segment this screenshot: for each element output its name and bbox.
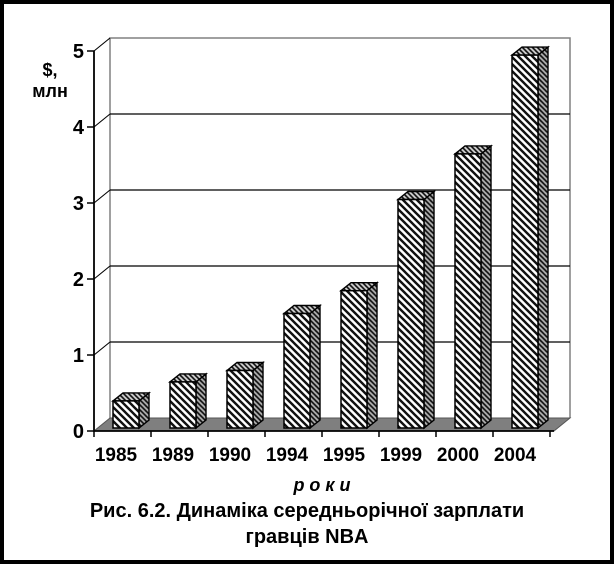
bar-side-face-2000 [480, 144, 492, 430]
x-category-label-1994: 1994 [266, 445, 309, 466]
bar-side-face-1994 [309, 304, 321, 430]
bar-1990 [225, 361, 265, 430]
y-tick-depth-line-2 [93, 265, 111, 280]
bar-front-face-2000 [454, 153, 482, 429]
y-tick-depth-line-5 [93, 37, 111, 52]
figure-caption: Рис. 6.2. Динаміка середньорічної зарпла… [4, 498, 610, 550]
y-tick-label-2: 2 [73, 269, 84, 291]
x-category-label-1990: 1990 [209, 445, 251, 466]
y-tick-label-5: 5 [73, 41, 84, 63]
bar-front-face-1985 [112, 400, 140, 429]
y-tick-label-1: 1 [73, 345, 84, 367]
y-tick-depth-line-1 [93, 341, 111, 356]
chart-wall [110, 38, 570, 418]
caption-line2: гравців NBA [245, 526, 369, 548]
bar-2004 [510, 45, 550, 430]
bar-front-face-1990 [226, 369, 254, 429]
y-axis-title-line2: млн [32, 81, 68, 101]
x-category-label-1995: 1995 [323, 445, 366, 466]
bar-front-face-2004 [511, 54, 539, 429]
x-category-label-2000: 2000 [437, 445, 479, 466]
bar-chart-3d: 0 1 2 3 4 5 1985 1989 1990 1994 1995 1999 2000 2004 [73, 37, 572, 466]
y-tick-label-0: 0 [73, 421, 84, 443]
y-axis-title: $, млн [18, 60, 82, 102]
y-tick-label-3: 3 [73, 193, 84, 215]
y-tick-label-4: 4 [73, 117, 85, 139]
chart-wall-edges [109, 37, 571, 418]
bar-1999 [396, 190, 436, 430]
bar-1995 [339, 281, 379, 430]
y-axis-title-line1: $, [42, 60, 58, 80]
bar-side-face-1989 [195, 372, 207, 430]
bar-front-face-1995 [340, 289, 368, 429]
bar-front-face-1989 [169, 381, 197, 429]
y-tick-depth-line-3 [93, 189, 111, 204]
x-category-label-1989: 1989 [152, 445, 194, 466]
x-category-label-2004: 2004 [494, 445, 537, 466]
bar-front-face-1994 [283, 312, 311, 429]
bar-1994 [282, 304, 322, 430]
bar-side-face-1995 [366, 281, 378, 430]
caption-line1: Рис. 6.2. Динаміка середньорічної зарпла… [89, 500, 525, 522]
bar-2000 [453, 144, 493, 430]
bar-side-face-1999 [423, 190, 435, 430]
bar-1985 [111, 391, 151, 430]
x-category-label-1999: 1999 [380, 445, 422, 466]
y-tick-depth-line-4 [93, 113, 111, 128]
x-axis-title: р о к и [293, 475, 351, 495]
bar-front-face-1999 [397, 198, 425, 429]
bar-side-face-1990 [252, 361, 264, 430]
chart-floor [92, 417, 572, 432]
bar-side-face-2004 [537, 45, 549, 430]
bar-1989 [168, 372, 208, 430]
x-category-label-1985: 1985 [95, 445, 138, 466]
